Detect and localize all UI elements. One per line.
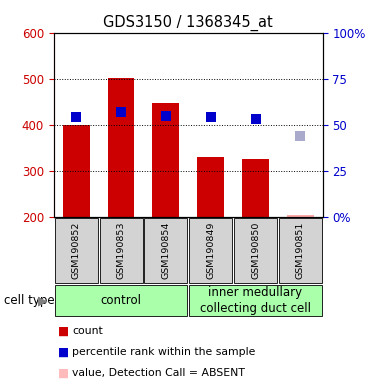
Text: GSM190853: GSM190853 (116, 222, 125, 279)
Point (73, 113, 79, 119)
Bar (108, 78, 134, 217)
Text: ▶: ▶ (38, 294, 48, 307)
Text: control: control (101, 294, 142, 307)
Bar (63, 125, 90, 217)
Bar (99, 218, 142, 283)
Point (253, 116, 259, 122)
Bar (189, 285, 322, 316)
Bar (144, 218, 187, 283)
Bar (55, 218, 98, 283)
Bar (279, 218, 322, 283)
Bar (197, 157, 224, 217)
Text: ■: ■ (58, 367, 69, 380)
Text: GSM190852: GSM190852 (72, 222, 81, 279)
Bar (242, 159, 269, 217)
Bar (234, 218, 277, 283)
Title: GDS3150 / 1368345_at: GDS3150 / 1368345_at (104, 15, 273, 31)
Text: GSM190849: GSM190849 (206, 222, 215, 279)
Text: percentile rank within the sample: percentile rank within the sample (72, 347, 256, 358)
Text: ■: ■ (58, 325, 69, 338)
Text: GSM190850: GSM190850 (251, 222, 260, 279)
Point (298, 133, 303, 139)
Point (163, 113, 169, 119)
Text: inner medullary
collecting duct cell: inner medullary collecting duct cell (200, 286, 311, 315)
Text: ■: ■ (58, 346, 69, 359)
Text: GSM190854: GSM190854 (161, 222, 170, 279)
Text: count: count (72, 326, 103, 336)
Text: cell type: cell type (4, 294, 54, 307)
Bar (152, 103, 179, 217)
Point (118, 109, 124, 115)
Bar (55, 285, 187, 316)
Text: value, Detection Call = ABSENT: value, Detection Call = ABSENT (72, 368, 245, 379)
Bar (287, 215, 314, 217)
Point (208, 113, 214, 119)
Bar (189, 218, 232, 283)
Text: GSM190851: GSM190851 (296, 222, 305, 279)
